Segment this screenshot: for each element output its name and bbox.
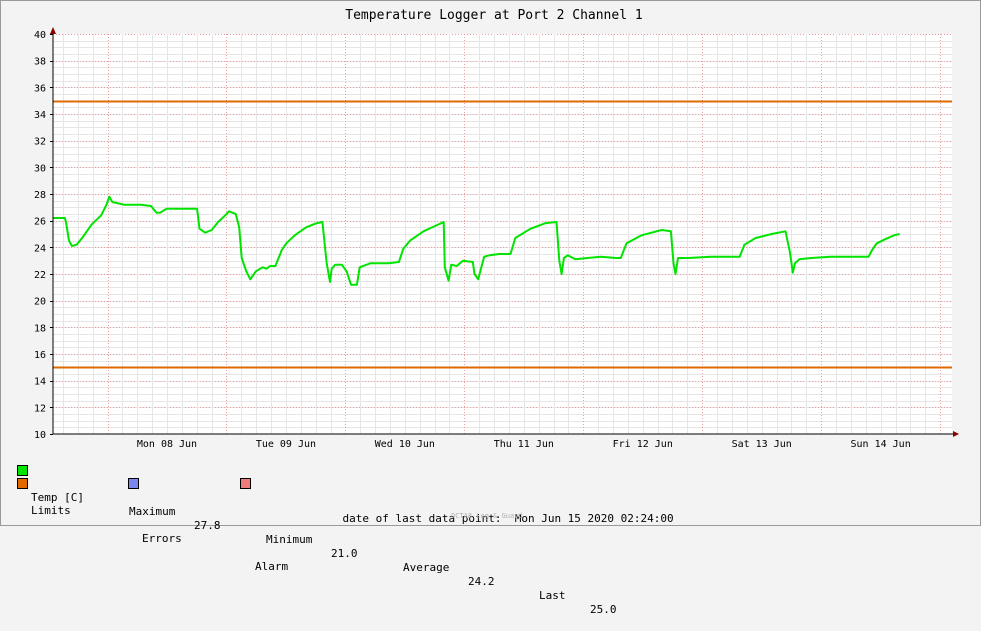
last-data-point: date of last data point: Mon Jun 15 2020… — [316, 499, 674, 538]
y-tick-label: 32 — [34, 137, 46, 148]
y-tick-label: 22 — [34, 270, 46, 281]
y-tick-label: 26 — [34, 217, 46, 228]
legend-limits-label: Limits — [31, 504, 71, 517]
alarm-swatch-icon — [240, 478, 251, 489]
legend-temp-label: Temp [C] — [31, 491, 84, 504]
legend-row-status: Limits Errors Alarm — [17, 476, 717, 573]
legend-min-value: 21.0 — [331, 547, 358, 560]
x-tick-labels: Mon 08 Jun Tue 09 Jun Wed 10 Jun Thu 11 Jun… — [137, 439, 911, 450]
x-axis-arrow-icon — [953, 431, 959, 437]
y-tick-label: 38 — [34, 57, 46, 68]
legend-min-label: Minimum — [266, 533, 313, 546]
x-tick-label: Thu 11 Jun — [494, 439, 554, 450]
x-tick-label: Sat 13 Jun — [732, 439, 792, 450]
limit-lines — [53, 100, 952, 369]
y-tick-label: 14 — [34, 377, 46, 388]
x-tick-label: Wed 10 Jun — [375, 439, 435, 450]
x-tick-label: Tue 09 Jun — [256, 439, 316, 450]
legend-max-label: Maximum — [129, 505, 176, 518]
x-tick-label: Fri 12 Jun — [613, 439, 673, 450]
grid — [53, 34, 952, 434]
series — [53, 195, 900, 286]
y-tick-label: 28 — [34, 190, 46, 201]
y-tick-label: 34 — [34, 110, 46, 121]
y-tick-label: 20 — [34, 297, 46, 308]
y-tick-label: 16 — [34, 350, 46, 361]
chart-title: Temperature Logger at Port 2 Channel 1 — [345, 8, 642, 23]
legend-avg-value: 24.2 — [468, 575, 495, 588]
chart-frame: Temperature Logger at Port 2 Channel 1 1… — [0, 0, 981, 616]
last-point-label: date of last data point: — [342, 512, 502, 525]
legend-last-value: 25.0 — [590, 603, 617, 616]
legend: Temp [C] Maximum 27.8 Minimum 21.0 Avera… — [17, 463, 717, 616]
temp-series-line — [53, 195, 900, 286]
errors-swatch-icon — [128, 478, 139, 489]
axes — [50, 27, 959, 437]
x-tick-label: Sun 14 Jun — [851, 439, 911, 450]
legend-avg-label: Average — [403, 561, 450, 574]
y-tick-label: 10 — [34, 430, 46, 441]
y-tick-label: 40 — [34, 30, 46, 41]
limits-swatch-icon — [17, 478, 28, 489]
credit-text: OCTA8 Log & Guard — [451, 512, 523, 520]
legend-last-label: Last — [539, 589, 566, 602]
y-tick-label: 18 — [34, 323, 46, 334]
y-tick-label: 30 — [34, 163, 46, 174]
temperature-chart: Temperature Logger at Port 2 Channel 1 1… — [34, 8, 959, 450]
y-tick-label: 12 — [34, 403, 46, 414]
last-point-value: Mon Jun 15 2020 02:24:00 — [514, 512, 674, 525]
legend-alarm-label: Alarm — [255, 560, 289, 573]
legend-row-temp: Temp [C] Maximum 27.8 Minimum 21.0 Avera… — [17, 463, 717, 616]
legend-errors-label: Errors — [142, 532, 182, 545]
y-tick-labels: 10 12 14 16 18 20 22 24 26 28 30 32 34 36 38 40 — [34, 30, 53, 441]
y-axis-arrow-icon — [50, 27, 56, 34]
x-tick-label: Mon 08 Jun — [137, 439, 197, 450]
y-tick-label: 24 — [34, 243, 46, 254]
y-tick-label: 36 — [34, 83, 46, 94]
temp-swatch-icon — [17, 465, 28, 476]
legend-max-value: 27.8 — [194, 519, 221, 532]
